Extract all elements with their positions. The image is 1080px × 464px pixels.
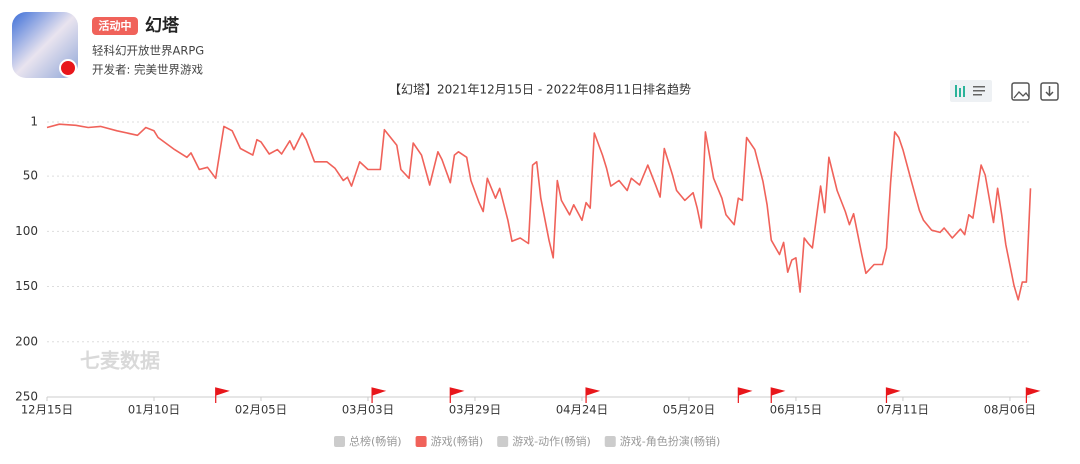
y-tick-label: 200 [15,334,38,348]
legend-label: 游戏-动作(畅销) [512,434,591,448]
icon-part [1013,91,1030,99]
status-badge [92,17,138,35]
y-tick-label: 250 [15,390,38,404]
app-name: 幻塔 [145,15,180,36]
event-flag [885,387,901,403]
x-tick-label: 06月15日 [770,403,822,417]
x-tick-label: 08月06日 [984,403,1036,417]
y-tick-label: 150 [15,279,38,293]
x-tick-label: 07月11日 [877,403,929,417]
event-flag [371,387,387,403]
toolbar [950,80,1059,102]
legend-label: 总榜(畅销) [349,434,402,448]
legend-swatch [334,436,345,447]
event-flag [449,387,465,403]
event-flag [1025,387,1041,403]
y-tick-label: 50 [23,169,38,183]
event-flag [770,387,786,403]
y-tick-label: 1 [30,115,38,129]
series-line [46,123,1032,301]
x-tick-label: 04月24日 [556,403,608,417]
watermark: 七麦数据 [80,349,160,373]
icon-part [973,94,982,96]
x-tick-label: 03月29日 [449,403,501,417]
x-tick-label: 05月20日 [663,403,715,417]
icon-part [973,90,985,92]
x-tick-label: 02月05日 [235,403,287,417]
y-tick-label: 100 [15,224,38,238]
download[interactable] [1040,82,1059,101]
icon-part [959,88,961,97]
app-tagline: 轻科幻开放世界ARPG [92,44,204,58]
legend-label: 游戏(畅销) [431,434,484,448]
event-flag [215,387,230,403]
legend-label: 游戏-角色扮演(畅销) [620,434,721,448]
legend-swatch [604,436,616,447]
icon-part [963,86,965,97]
event-flag [585,387,601,403]
x-tick-label: 01月10日 [128,403,180,417]
app-icon [12,12,78,78]
event-flag [737,387,753,403]
icon-part [973,86,985,88]
icon-part [1045,86,1054,97]
save-image[interactable] [1011,82,1030,101]
icon-badge [59,59,77,77]
x-tick-label: 12月15日 [21,403,73,417]
status-badge-text: 活动中 [99,19,132,33]
chart-title: 【幻塔】2021年12月15日 - 2022年08月11日排名趋势 [389,82,691,97]
x-tick-label: 03月03日 [342,403,394,417]
icon-part [955,85,957,97]
app-developer: 开发者: 完美世界游戏 [92,63,204,77]
legend-swatch [415,436,427,447]
legend-swatch [497,436,509,447]
